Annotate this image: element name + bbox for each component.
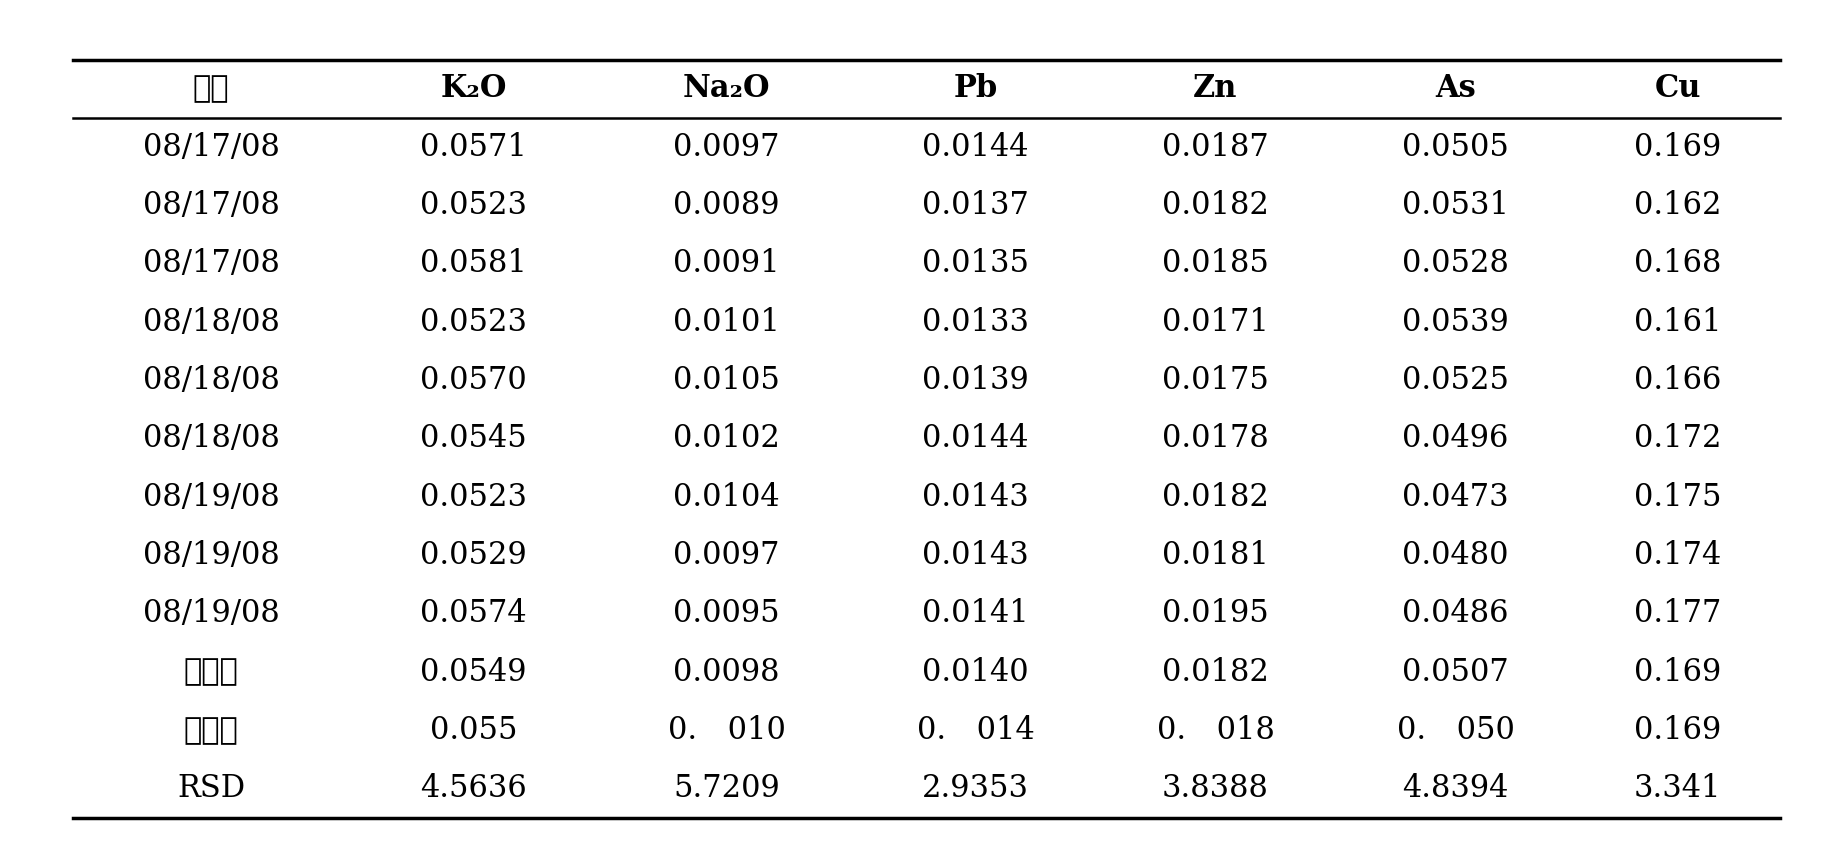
Text: 0.0105: 0.0105 [673,365,780,396]
Text: 0.0135: 0.0135 [921,248,1029,279]
Text: 0.0181: 0.0181 [1162,540,1270,571]
Text: RSD: RSD [178,774,246,804]
Text: 0.166: 0.166 [1633,365,1721,396]
Text: 08/19/08: 08/19/08 [143,481,279,513]
Text: 0.0143: 0.0143 [923,481,1029,513]
Text: 0.169: 0.169 [1635,131,1721,163]
Text: 0.168: 0.168 [1633,248,1721,279]
Text: 0.0141: 0.0141 [923,598,1029,630]
Text: 08/18/08: 08/18/08 [143,307,279,337]
Text: 0.161: 0.161 [1633,307,1721,337]
Text: 0.0102: 0.0102 [673,423,780,454]
Text: 0.055: 0.055 [429,715,517,746]
Text: 0.0549: 0.0549 [420,657,527,688]
Text: 0.0144: 0.0144 [923,131,1029,163]
Text: 0. 050: 0. 050 [1396,715,1514,746]
Text: 0.0505: 0.0505 [1402,131,1508,163]
Text: 0.0486: 0.0486 [1402,598,1508,630]
Text: 0.0175: 0.0175 [1162,365,1270,396]
Text: 0.0140: 0.0140 [923,657,1029,688]
Text: 0.0097: 0.0097 [673,131,780,163]
Text: 0.0507: 0.0507 [1402,657,1508,688]
Text: 0.0187: 0.0187 [1162,131,1270,163]
Text: 0.175: 0.175 [1633,481,1721,513]
Text: 0.177: 0.177 [1633,598,1721,630]
Text: 08/18/08: 08/18/08 [143,365,279,396]
Text: 0.169: 0.169 [1635,715,1721,746]
Text: 3.8388: 3.8388 [1162,774,1270,804]
Text: 0.0195: 0.0195 [1162,598,1270,630]
Text: 0.0144: 0.0144 [923,423,1029,454]
Text: 0.0137: 0.0137 [923,190,1029,221]
Text: 0.169: 0.169 [1635,657,1721,688]
Text: 0.0531: 0.0531 [1402,190,1508,221]
Text: 标准値: 标准値 [184,715,239,746]
Text: 5.7209: 5.7209 [673,774,780,804]
Text: Na₂O: Na₂O [683,73,771,104]
Text: 0.0143: 0.0143 [923,540,1029,571]
Text: 0.0529: 0.0529 [420,540,527,571]
Text: 0.0091: 0.0091 [673,248,780,279]
Text: 0. 010: 0. 010 [668,715,785,746]
Text: 08/19/08: 08/19/08 [143,540,279,571]
Text: As: As [1435,73,1475,104]
Text: 4.5636: 4.5636 [420,774,527,804]
Text: 0. 018: 0. 018 [1156,715,1275,746]
Text: 0.0139: 0.0139 [923,365,1029,396]
Text: 3.341: 3.341 [1633,774,1721,804]
Text: 08/17/08: 08/17/08 [143,131,279,163]
Text: 0.0545: 0.0545 [420,423,527,454]
Text: 平均値: 平均値 [184,657,239,688]
Text: 0.0095: 0.0095 [673,598,780,630]
Text: 0.0539: 0.0539 [1402,307,1508,337]
Text: 0.0185: 0.0185 [1162,248,1270,279]
Text: 0.0101: 0.0101 [673,307,780,337]
Text: 0.0480: 0.0480 [1402,540,1508,571]
Text: 0.0570: 0.0570 [420,365,527,396]
Text: 08/19/08: 08/19/08 [143,598,279,630]
Text: 08/18/08: 08/18/08 [143,423,279,454]
Text: 08/17/08: 08/17/08 [143,248,279,279]
Text: 4.8394: 4.8394 [1402,774,1508,804]
Text: 0.0581: 0.0581 [420,248,527,279]
Text: K₂O: K₂O [440,73,506,104]
Text: 0.0496: 0.0496 [1402,423,1508,454]
Text: 0.174: 0.174 [1635,540,1721,571]
Text: 0.0574: 0.0574 [420,598,527,630]
Text: 0.0523: 0.0523 [420,481,527,513]
Text: 0.0473: 0.0473 [1402,481,1508,513]
Text: 0.0098: 0.0098 [673,657,780,688]
Text: 2.9353: 2.9353 [921,774,1029,804]
Text: 0.162: 0.162 [1633,190,1721,221]
Text: 0.0133: 0.0133 [921,307,1029,337]
Text: 0.0182: 0.0182 [1162,190,1270,221]
Text: Cu: Cu [1655,73,1701,104]
Text: 0.0178: 0.0178 [1162,423,1270,454]
Text: 0.0089: 0.0089 [673,190,780,221]
Text: 0.0104: 0.0104 [673,481,780,513]
Text: 08/17/08: 08/17/08 [143,190,279,221]
Text: 0.0182: 0.0182 [1162,657,1270,688]
Text: 0.0523: 0.0523 [420,307,527,337]
Text: 0.0525: 0.0525 [1402,365,1508,396]
Text: 0.0182: 0.0182 [1162,481,1270,513]
Text: 0.0571: 0.0571 [420,131,527,163]
Text: 0.0523: 0.0523 [420,190,527,221]
Text: 0.0097: 0.0097 [673,540,780,571]
Text: Pb: Pb [954,73,998,104]
Text: 0.172: 0.172 [1633,423,1721,454]
Text: 日期: 日期 [193,73,229,104]
Text: 0. 014: 0. 014 [918,715,1035,746]
Text: Zn: Zn [1193,73,1239,104]
Text: 0.0528: 0.0528 [1402,248,1508,279]
Text: 0.0171: 0.0171 [1162,307,1270,337]
